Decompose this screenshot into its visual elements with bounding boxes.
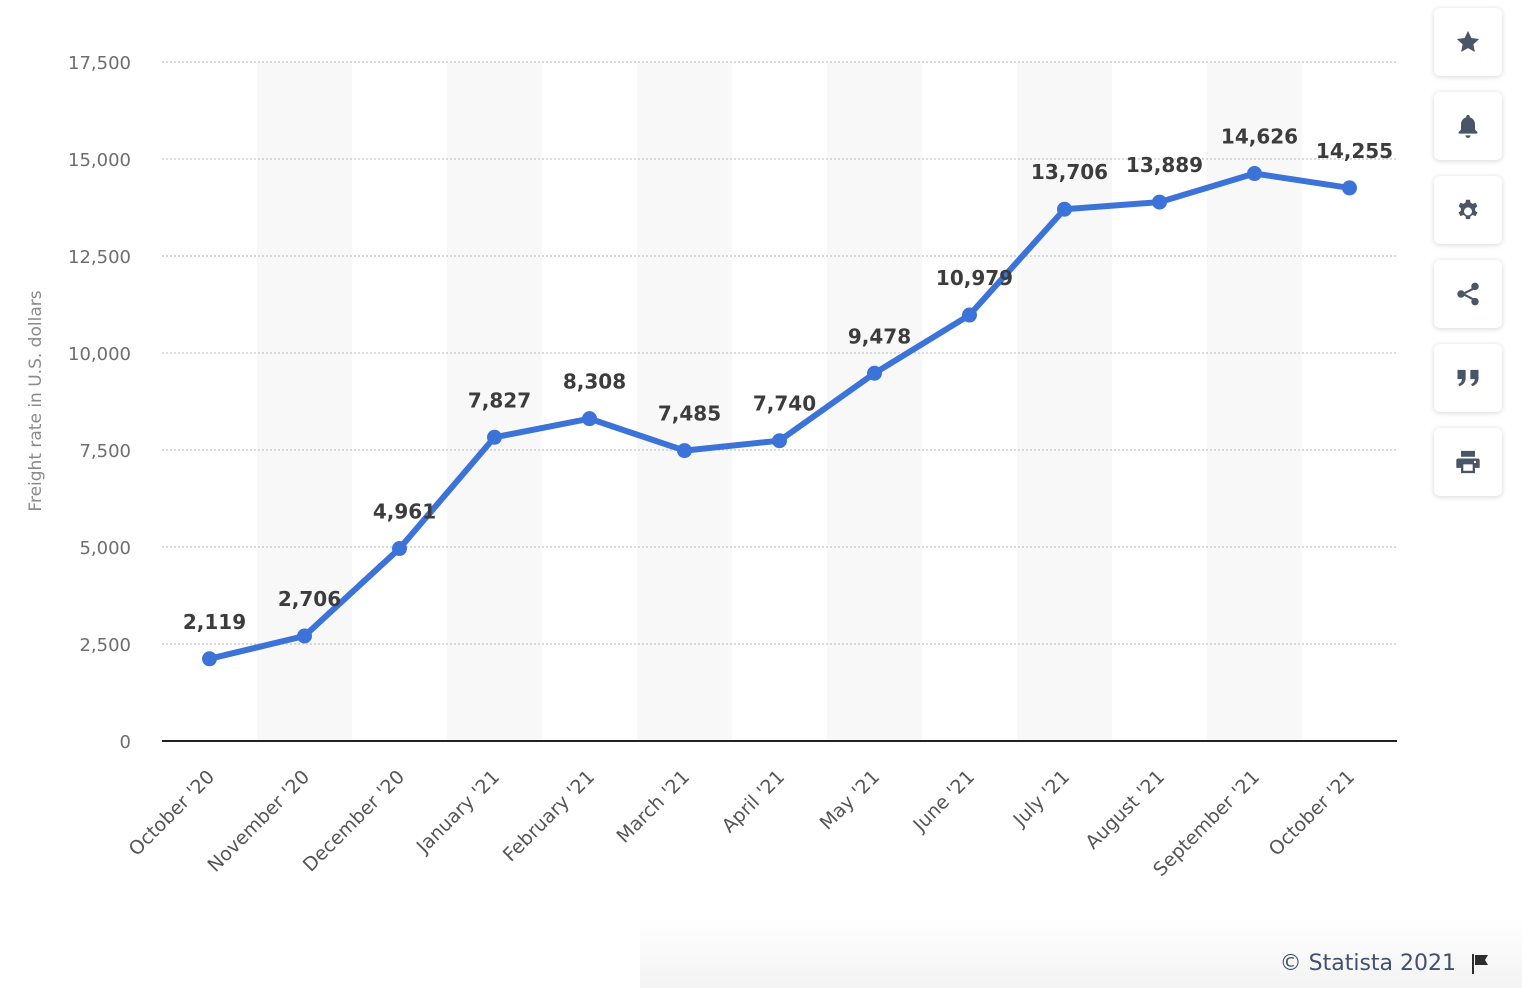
print-button[interactable] [1434,428,1502,496]
x-tick-label: October '20 [125,766,219,860]
data-label: 13,706 [1031,160,1108,184]
data-label: 8,308 [563,370,626,394]
data-point[interactable] [392,541,407,557]
settings-button[interactable] [1434,176,1502,244]
data-point[interactable] [772,433,787,449]
y-tick-label: 2,500 [79,635,131,656]
x-tick-label: August '21 [1081,766,1169,854]
column-band [1017,62,1112,741]
share-icon [1457,282,1479,306]
data-label: 9,478 [848,324,911,348]
x-tick-label: May '21 [816,766,884,834]
x-tick-label: June '21 [908,766,979,837]
data-point[interactable] [1057,201,1072,217]
data-point[interactable] [1152,194,1167,210]
footer: © Statista 2021 [1280,951,1492,976]
cite-button[interactable] [1434,344,1502,412]
column-bands [257,62,1302,741]
data-label: 10,979 [936,266,1013,290]
flag-icon[interactable] [1468,952,1492,976]
x-tick-label: January '21 [412,766,504,858]
x-tick-label: November '20 [204,766,315,877]
share-button[interactable] [1434,260,1502,328]
bell-icon [1458,114,1478,138]
data-point[interactable] [1247,166,1262,182]
y-tick-label: 15,000 [68,150,131,171]
y-tick-label: 17,500 [68,53,131,74]
data-point[interactable] [487,429,502,445]
data-label: 7,485 [658,402,721,426]
favorite-button[interactable] [1434,8,1502,76]
gear-icon [1458,199,1478,220]
x-tick-label: March '21 [612,766,694,848]
y-tick-label: 7,500 [79,441,131,462]
data-labels: 2,119 2,706 4,961 7,827 8,308 7,485 7,740 9,478… [183,125,1393,634]
column-band [1207,62,1302,741]
x-tick-label: July '21 [1009,766,1074,831]
star-icon [1456,30,1480,53]
notification-button[interactable] [1434,92,1502,160]
data-point[interactable] [1342,180,1357,196]
line-chart: 0 2,500 5,000 7,500 10,000 12,500 15,000 17,500… [26,53,1397,881]
data-label: 2,706 [278,587,341,611]
column-band [257,62,352,741]
data-point[interactable] [202,651,217,667]
y-axis-ticks: 0 2,500 5,000 7,500 10,000 12,500 15,000 17,500 [68,53,131,753]
data-point[interactable] [677,443,692,459]
column-band [447,62,542,741]
data-point[interactable] [582,411,597,427]
column-band [827,62,922,741]
data-label: 4,961 [373,500,436,524]
copyright-text[interactable]: © Statista 2021 [1279,951,1456,976]
x-tick-label: April '21 [718,766,789,837]
grid-lines [162,61,1397,645]
data-point[interactable] [297,628,312,644]
data-label: 14,626 [1221,125,1298,149]
series-line [206,170,1353,662]
y-tick-label: 5,000 [79,538,131,559]
y-axis-title: Freight rate in U.S. dollars [26,290,46,511]
data-label: 7,740 [753,392,816,416]
x-tick-label: December '20 [299,766,409,876]
column-band [637,62,732,741]
y-tick-label: 0 [120,732,131,753]
data-point[interactable] [962,307,977,323]
y-tick-label: 10,000 [68,344,131,365]
x-tick-label: February '21 [499,766,599,866]
data-label: 2,119 [183,610,246,634]
printer-icon [1456,450,1480,474]
x-tick-label: October '21 [1265,766,1359,860]
chart-toolbar [1434,8,1502,512]
data-label: 13,889 [1126,153,1203,177]
data-label: 7,827 [468,388,531,412]
data-point[interactable] [867,365,882,381]
data-label: 14,255 [1316,139,1393,163]
data-points [202,166,1357,667]
quote-icon [1457,369,1479,387]
y-tick-label: 12,500 [68,247,131,268]
